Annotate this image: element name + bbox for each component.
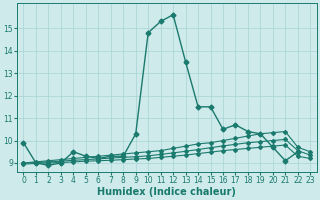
X-axis label: Humidex (Indice chaleur): Humidex (Indice chaleur) <box>98 187 236 197</box>
